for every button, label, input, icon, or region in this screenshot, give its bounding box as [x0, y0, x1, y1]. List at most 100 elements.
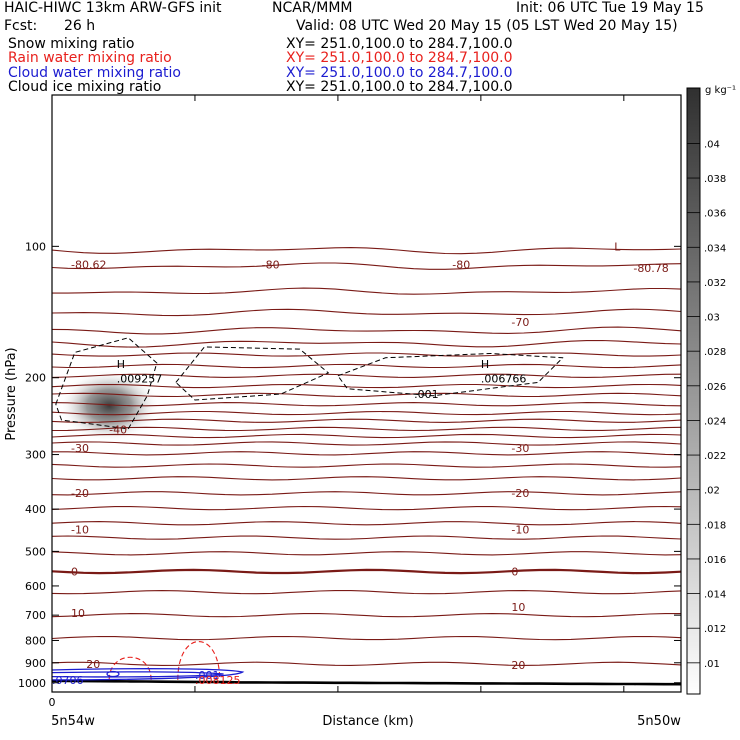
isotherm-line [52, 373, 681, 378]
isotherm-label: 20 [86, 658, 100, 671]
isotherm-label: 0 [71, 566, 78, 579]
isotherm-line [52, 661, 681, 666]
isotherm-line [52, 418, 681, 423]
isotherm-line [52, 613, 681, 618]
cloud-water-label: .001 [195, 669, 220, 682]
isotherm-line [52, 590, 681, 595]
init-time: Init: 06 UTC Tue 19 May 15 [516, 0, 704, 16]
isotherm-line [52, 262, 681, 270]
field-snow-name: Snow mixing ratio [8, 36, 135, 52]
isotherm-line [52, 463, 681, 468]
isotherm-line [52, 383, 681, 389]
isotherm-label: 0 [511, 566, 518, 579]
cloud-water-contour [106, 670, 120, 678]
colorbar-tick-label: .026 [704, 382, 726, 393]
isotherm-line [52, 308, 681, 317]
field-cloudwater-name: Cloud water mixing ratio [8, 65, 181, 81]
isotherm-label: -80.78 [633, 262, 668, 275]
isotherm-line [52, 247, 681, 255]
colorbar-tick-label: .024 [704, 416, 726, 427]
isotherm-line [52, 410, 681, 416]
field-cloudice-xy: XY= 251.0,100.0 to 284.7,100.0 [286, 79, 513, 95]
isotherm-line [52, 451, 681, 456]
x-axis-label: Distance (km) [322, 714, 413, 729]
isotherm-line [52, 426, 681, 432]
isotherm-label: 10 [71, 607, 85, 620]
isotherm-label: -10 [71, 523, 89, 536]
cloud-ice-label: .001 [414, 388, 439, 401]
isotherm-line [52, 551, 681, 556]
rain-water-contour [177, 641, 221, 680]
cloud-ice-label: .009257 [117, 373, 163, 386]
isotherm-line [52, 326, 681, 335]
x-tick-label: 0 [49, 696, 56, 709]
isotherm-label: -40 [109, 424, 127, 437]
colorbar-tick-label: .038 [704, 174, 726, 185]
isotherm-line [52, 505, 681, 511]
isotherm-label: L [614, 240, 621, 253]
isotherm-line [52, 433, 681, 439]
y-tick-label: 700 [25, 609, 46, 622]
surface-line [52, 679, 681, 686]
isotherm-line [52, 491, 681, 496]
isotherm-line [52, 339, 681, 348]
isotherm-label: -80 [262, 258, 280, 271]
isotherm-label: 20 [511, 659, 525, 672]
isotherm-label: -70 [511, 316, 529, 329]
x-left-endpoint-label: 5n54w [51, 714, 95, 729]
isotherm-label: -80 [452, 258, 470, 271]
rain-water-label: .008125 [195, 674, 241, 687]
colorbar-tick-label: .036 [704, 209, 726, 220]
colorbar-tick-label: .04 [704, 139, 720, 150]
isotherm-label: -10 [511, 523, 529, 536]
y-tick-label: 1000 [18, 677, 46, 690]
colorbar-tick-label: .01 [704, 659, 720, 670]
isotherm-line [52, 476, 681, 481]
fcst-value: 26 h [64, 18, 96, 34]
field-rain-xy: XY= 251.0,100.0 to 284.7,100.0 [286, 50, 513, 66]
colorbar-tick-label: .03 [704, 313, 720, 324]
plot-frame [51, 94, 682, 693]
y-tick-label: 100 [25, 240, 46, 253]
y-tick-label: 200 [25, 372, 46, 385]
isotherm-label: 10 [511, 601, 525, 614]
y-tick-label: 500 [25, 545, 46, 558]
y-tick-label: 900 [25, 657, 46, 670]
isotherm-label: -80.62 [71, 258, 106, 271]
isotherm-line [52, 635, 681, 641]
cloud-water-contour [52, 668, 245, 681]
x-right-endpoint-label: 5n50w [637, 714, 681, 729]
colorbar-tick-label: .028 [704, 347, 726, 358]
isotherm-label: -30 [71, 442, 89, 455]
field-rain-name: Rain water mixing ratio [8, 50, 172, 66]
colorbar [686, 87, 701, 695]
isotherm-line [52, 352, 681, 357]
colorbar-unit-label: g kg⁻¹ [705, 85, 736, 96]
isotherm-line [52, 287, 681, 295]
colorbar-tick-label: .014 [704, 590, 726, 601]
chart-title: HAIC-HIWC 13km ARW-GFS init [4, 0, 222, 16]
cloud-ice-contour [55, 337, 158, 430]
field-cloudice-name: Cloud ice mixing ratio [8, 79, 162, 95]
colorbar-tick-label: .022 [704, 451, 726, 462]
field-cloudwater-xy: XY= 251.0,100.0 to 284.7,100.0 [286, 65, 513, 81]
y-axis-label: Pressure (hPa) [4, 347, 19, 440]
cloud-water-label: .0706 [52, 674, 84, 687]
colorbar-tick-label: .012 [704, 624, 726, 635]
y-tick-label: 400 [25, 503, 46, 516]
y-tick-label: 300 [25, 449, 46, 462]
isotherm-line [52, 402, 681, 407]
isotherm-line [52, 392, 681, 398]
cloud-ice-label: H [117, 358, 125, 371]
isotherm-line [52, 521, 681, 526]
isotherm-line [52, 568, 681, 575]
cloud-ice-contour [337, 352, 564, 397]
cloud-ice-label: H [481, 358, 489, 371]
isotherm-line [52, 441, 681, 446]
colorbar-tick-label: .034 [704, 243, 726, 254]
isotherm-line [52, 535, 681, 540]
y-tick-label: 600 [25, 580, 46, 593]
isotherm-label: -20 [71, 487, 89, 500]
y-tick-label: 800 [25, 634, 46, 647]
